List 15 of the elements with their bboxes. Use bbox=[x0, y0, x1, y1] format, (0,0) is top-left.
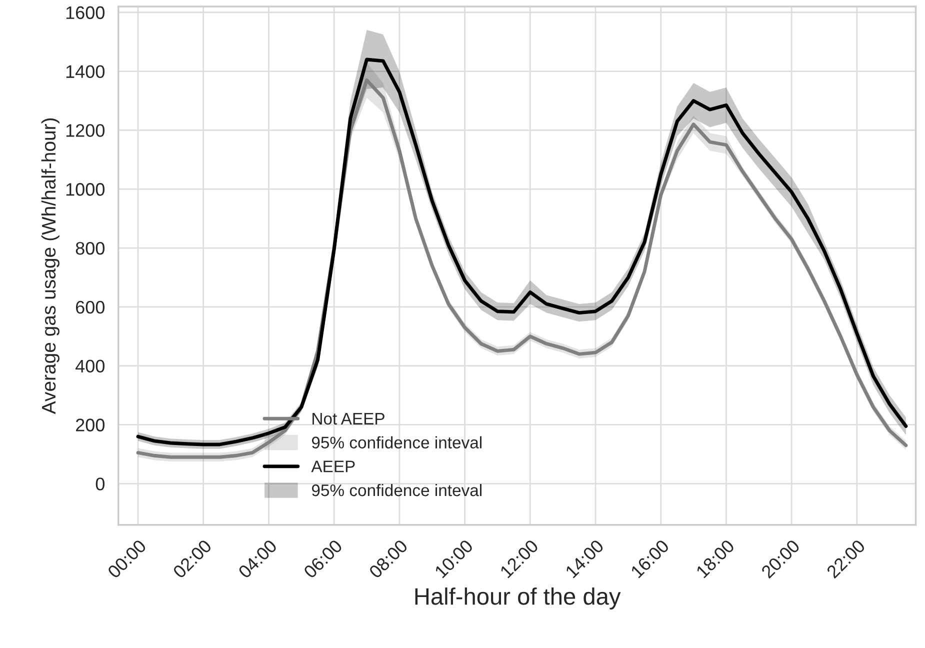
y-tick-label: 600 bbox=[76, 300, 104, 314]
y-tick-label: 1200 bbox=[66, 124, 105, 137]
y-tick-label: 800 bbox=[76, 242, 104, 255]
annotation: 95% confidence inteval bbox=[312, 484, 482, 496]
y-tick-label: 200 bbox=[76, 418, 104, 432]
y-tick-label: 1000 bbox=[66, 183, 105, 196]
legend-label: AEEP bbox=[311, 460, 355, 472]
y-tick-label: 1400 bbox=[66, 65, 105, 78]
y-tick-label: 0 bbox=[96, 478, 104, 490]
legend-label: Not AEEP bbox=[312, 412, 384, 425]
y-axis-title: Average gas usage (Wh/half-hour) bbox=[41, 118, 60, 414]
x-axis-title: Half-hour of the day bbox=[415, 587, 621, 610]
y-tick-label: 400 bbox=[76, 360, 104, 373]
annotation: 95% confidence inteval bbox=[312, 436, 482, 448]
y-tick-label: 1600 bbox=[66, 6, 105, 20]
